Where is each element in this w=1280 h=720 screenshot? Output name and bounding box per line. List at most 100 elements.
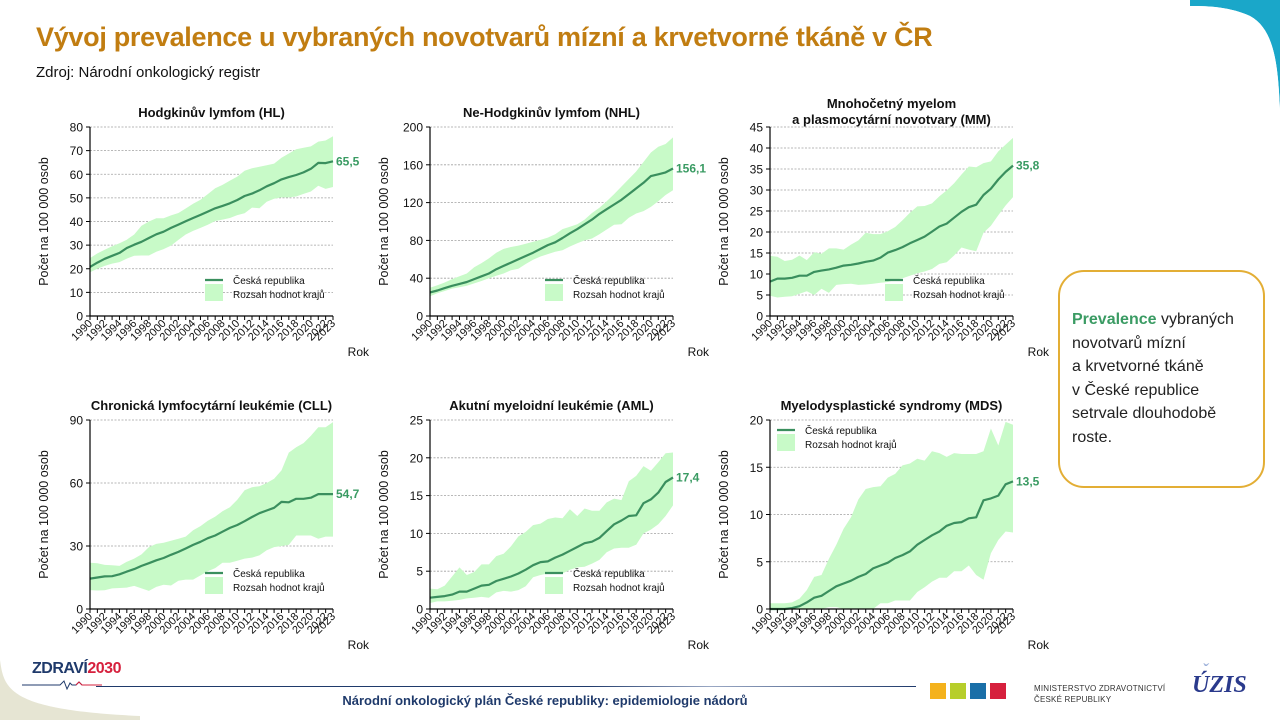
y-tick-label: 80 <box>70 121 84 135</box>
series-line-cr <box>89 160 334 268</box>
ministry-logo-icons <box>930 683 1006 699</box>
y-tick-label: 10 <box>750 508 764 522</box>
y-tick-label: 5 <box>416 565 423 579</box>
legend-label: Rozsah hodnot krajů <box>233 582 325 594</box>
chart-mm: Mnohočetný myelom a plasmocytární novotva… <box>710 96 1055 367</box>
uzis-hacek-icon: ˇ <box>1202 660 1208 680</box>
ministry-line1: MINISTERSTVO ZDRAVOTNICTVÍ <box>1034 684 1166 693</box>
y-tick-label: 40 <box>410 272 424 286</box>
x-axis-label: Rok <box>1028 638 1050 652</box>
x-axis-label: Rok <box>348 345 370 359</box>
y-axis-label: Počet na 100 000 osob <box>37 157 51 286</box>
chart-title: a plasmocytární novotvary (MM) <box>792 112 991 127</box>
footer-divider <box>96 686 916 687</box>
legend-label: Česká republika <box>233 274 305 287</box>
chart-title: Myelodysplastické syndromy (MDS) <box>781 398 1003 413</box>
y-tick-label: 160 <box>403 158 423 172</box>
y-tick-label: 5 <box>756 289 763 303</box>
x-axis-label: Rok <box>688 638 710 652</box>
y-tick-label: 20 <box>70 262 84 276</box>
x-tick-label: 2023 <box>992 318 1018 344</box>
series-line-cr <box>89 493 333 580</box>
y-axis-label: Počet na 100 000 osob <box>717 157 731 286</box>
y-tick-label: 200 <box>403 121 423 135</box>
page-title: Vývoj prevalence u vybraných novotvarů m… <box>36 22 933 52</box>
y-tick-label: 0 <box>416 310 423 324</box>
chart-mds: Myelodysplastické syndromy (MDS) 0 5 10 15 20… <box>710 390 1055 660</box>
y-tick-label: 30 <box>70 540 84 554</box>
logo-part2: 2030 <box>87 660 121 677</box>
callout-line: a krvetvorné tkáně <box>1072 358 1204 375</box>
end-value-label: 35,8 <box>1016 159 1040 173</box>
end-value-label: 54,7 <box>336 487 360 501</box>
chart-svg-aml: Akutní myeloidní leukémie (AML)051015202… <box>377 398 710 652</box>
y-tick-label: 15 <box>750 247 764 261</box>
y-tick-label: 0 <box>416 603 423 617</box>
legend-band-swatch <box>885 284 903 301</box>
ministry-logo-blue-icon <box>970 683 986 699</box>
y-tick-label: 10 <box>410 527 424 541</box>
ministry-text: MINISTERSTVO ZDRAVOTNICTVÍ ČESKÉ REPUBLI… <box>1034 683 1165 705</box>
callout-line: vybraných <box>1160 311 1234 328</box>
y-tick-label: 120 <box>403 196 423 210</box>
ministry-logo-red-icon <box>990 683 1006 699</box>
range-band <box>770 137 1013 298</box>
x-tick-label: 2023 <box>992 611 1018 637</box>
chart-svg-hl: Hodgkinův lymfom (HL)0102030405060708019… <box>37 105 370 359</box>
callout-line: novotvarů mízní <box>1072 334 1186 352</box>
y-axis-label: Počet na 100 000 osob <box>377 450 391 579</box>
uzis-text: ÚZIS <box>1192 672 1247 698</box>
x-axis-label: Rok <box>1028 345 1050 359</box>
chart-cll: Chronická lymfocytární leukémie (CLL) 0 30… <box>30 390 370 660</box>
y-tick-label: 25 <box>750 205 764 219</box>
y-tick-label: 20 <box>410 451 424 465</box>
y-tick-label: 0 <box>756 603 763 617</box>
x-tick-label: 2023 <box>652 318 678 344</box>
series-line-cr <box>429 476 674 599</box>
corner-decoration-bottom <box>0 660 140 720</box>
callout-line: setrvale dlouhodobě <box>1072 405 1217 422</box>
logo-part1: ZDRAVÍ <box>32 660 88 677</box>
y-tick-label: 0 <box>76 310 83 324</box>
range-band <box>90 136 333 273</box>
callout-highlight: Prevalence <box>1072 311 1157 328</box>
end-value-label: 17,4 <box>676 470 700 484</box>
y-tick-label: 25 <box>410 414 424 428</box>
y-axis-label: Počet na 100 000 osob <box>717 450 731 579</box>
y-tick-label: 10 <box>750 268 764 282</box>
legend-label: Česká republika <box>573 274 645 287</box>
range-band <box>430 452 673 603</box>
range-band <box>90 422 333 591</box>
chart-svg-nhl: Ne-Hodgkinův lymfom (NHL) 0 40 80 120 160 200 1… <box>377 105 710 359</box>
x-tick-label: 2023 <box>312 611 338 637</box>
legend-band-swatch <box>777 434 795 451</box>
chart-aml: Akutní myeloidní leukémie (AML) 0 5 10 15 20 2… <box>370 390 710 660</box>
legend-label: Rozsah hodnot krajů <box>805 439 897 451</box>
legend-label: Česká republika <box>913 274 985 287</box>
legend-label: Rozsah hodnot krajů <box>573 289 665 301</box>
legend-band-swatch <box>545 577 563 594</box>
end-value-label: 156,1 <box>676 161 706 175</box>
x-tick-label: 2023 <box>652 611 678 637</box>
chart-title: Hodgkinův lymfom (HL) <box>138 105 285 120</box>
y-tick-label: 15 <box>410 489 424 503</box>
chart-svg-mds: Myelodysplastické syndromy (MDS) 0 5 10 15 20… <box>717 398 1050 652</box>
callout-line: roste. <box>1072 428 1113 446</box>
legend-label: Rozsah hodnot krajů <box>913 289 1005 301</box>
corner-decoration-top <box>1190 0 1280 110</box>
zdravi2030-logo: ZDRAVÍ2030 <box>22 660 121 690</box>
x-tick-label: 2023 <box>312 318 338 344</box>
legend-band-swatch <box>545 284 563 301</box>
legend-label: Česká republika <box>573 567 645 580</box>
chart-svg-cll: Chronická lymfocytární leukémie (CLL) 0 30… <box>37 398 370 652</box>
y-axis-label: Počet na 100 000 osob <box>377 157 391 286</box>
y-tick-label: 50 <box>70 191 84 205</box>
y-tick-label: 30 <box>750 184 764 198</box>
y-tick-label: 60 <box>70 168 84 182</box>
y-tick-label: 30 <box>70 239 84 253</box>
range-band <box>770 421 1013 609</box>
y-tick-label: 10 <box>70 286 84 300</box>
y-tick-label: 60 <box>70 477 84 491</box>
series-line-cr <box>770 480 1014 611</box>
